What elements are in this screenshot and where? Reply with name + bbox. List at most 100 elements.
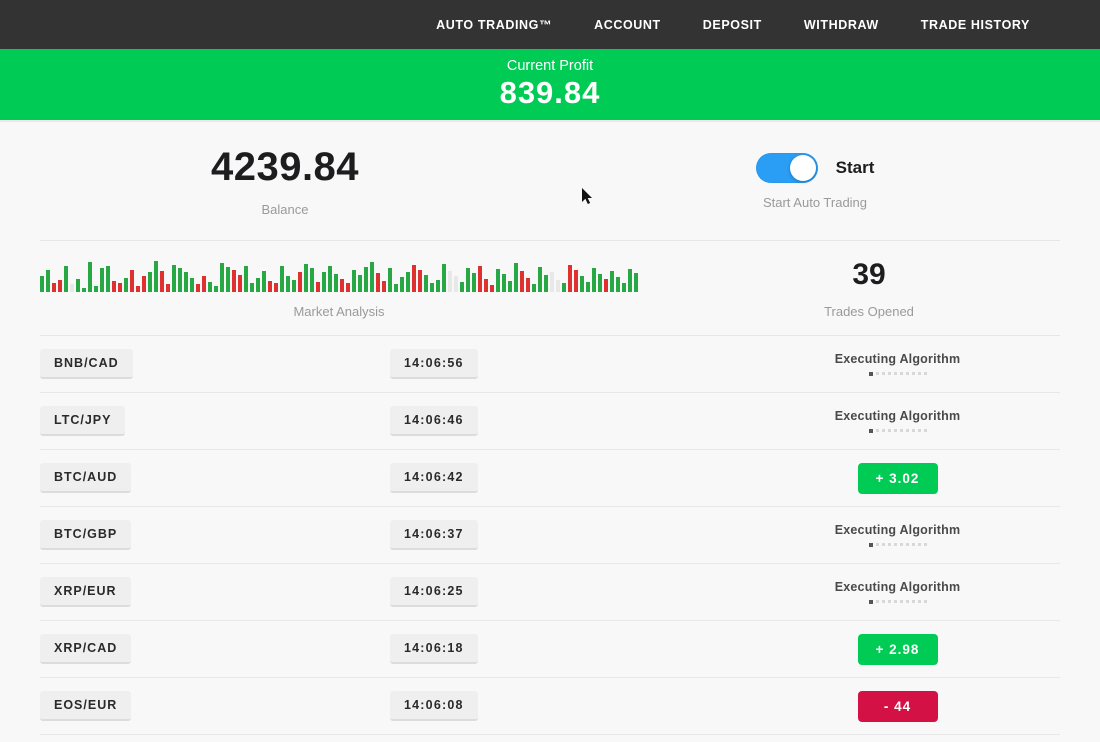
progress-dot — [881, 600, 885, 604]
market-bar — [358, 274, 362, 292]
pair-cell: BTC/AUD — [40, 463, 390, 493]
top-navigation-bar: AUTO TRADING™ ACCOUNT DEPOSIT WITHDRAW TRADE… — [0, 0, 1100, 49]
balance-label: Balance — [261, 202, 309, 217]
market-bar — [508, 280, 512, 292]
pair-cell: BNB/CAD — [40, 349, 390, 379]
progress-dot — [911, 600, 915, 604]
market-bar — [226, 266, 230, 292]
market-bar — [118, 282, 122, 292]
progress-dot — [868, 542, 873, 547]
market-bar — [220, 262, 224, 292]
auto-trading-toggle[interactable] — [755, 152, 818, 183]
market-bar — [610, 270, 614, 292]
market-bar — [454, 275, 458, 292]
profit-badge: + 2.98 — [857, 633, 938, 665]
market-bar — [202, 275, 206, 292]
currency-pair-pill: BTC/AUD — [40, 463, 132, 493]
table-row[interactable]: BTC/GBP 14:06:37 Executing Algorithm — [40, 507, 1060, 564]
progress-dot — [923, 429, 927, 433]
summary-top-section: 4239.84 Balance Start Start Auto Trading — [0, 122, 1100, 240]
progress-dot — [875, 372, 879, 376]
trade-timestamp-pill: 14:06:25 — [390, 577, 478, 607]
market-bar — [502, 273, 506, 292]
market-bar — [466, 267, 470, 292]
table-row[interactable]: LTC/JPY 14:06:46 Executing Algorithm — [40, 393, 1060, 450]
current-profit-banner: Current Profit 839.84 — [0, 49, 1100, 122]
trades-opened-cell: 39 Trades Opened — [678, 241, 1060, 335]
auto-trading-cell: Start Start Auto Trading — [570, 122, 1060, 240]
table-row[interactable]: EOS/EUR 14:06:08 - 44 — [40, 678, 1060, 735]
market-bar — [514, 262, 518, 292]
status-cell: + 2.98 — [735, 633, 1060, 665]
divider-lower — [40, 335, 1060, 336]
market-bar — [586, 281, 590, 292]
progress-dot — [899, 429, 903, 433]
market-bar — [388, 267, 392, 292]
market-bar — [208, 281, 212, 292]
market-bar — [412, 264, 416, 292]
market-bar — [52, 282, 56, 292]
trade-timestamp-pill: 14:06:46 — [390, 406, 478, 436]
progress-dot — [887, 429, 891, 433]
pair-cell: BTC/GBP — [40, 520, 390, 550]
market-bar — [214, 285, 218, 292]
auto-trading-toggle-row: Start — [755, 152, 875, 183]
market-bar — [40, 275, 44, 292]
market-bar — [472, 272, 476, 292]
market-bar — [556, 279, 560, 292]
toggle-state-label: Start — [835, 157, 875, 177]
table-row[interactable]: XRP/CAD 14:06:18 + 2.98 — [40, 621, 1060, 678]
balance-value: 4239.84 — [210, 145, 360, 189]
status-cell: - 44 — [735, 690, 1060, 722]
progress-dot — [875, 429, 879, 433]
market-bar — [520, 270, 524, 292]
market-bar — [154, 260, 158, 292]
auto-trading-caption: Start Auto Trading — [762, 194, 868, 210]
market-bar — [322, 271, 326, 292]
trade-timestamp-pill: 14:06:08 — [390, 691, 478, 721]
progress-dot — [893, 543, 897, 547]
market-bar — [574, 269, 578, 292]
progress-dot — [917, 543, 921, 547]
currency-pair-pill: XRP/EUR — [40, 577, 131, 607]
table-row[interactable]: BNB/CAD 14:06:56 Executing Algorithm — [40, 336, 1060, 393]
market-bar — [232, 269, 236, 292]
market-bar — [190, 277, 194, 292]
nav-auto-trading[interactable]: AUTO TRADING™ — [436, 17, 553, 32]
market-bar — [58, 279, 62, 292]
market-bar — [484, 278, 488, 292]
market-bar — [496, 268, 500, 292]
market-bar — [112, 280, 116, 292]
progress-dot — [905, 372, 909, 376]
trade-timestamp-pill: 14:06:42 — [390, 463, 478, 493]
time-cell: 14:06:08 — [390, 691, 735, 721]
table-row[interactable]: BTC/AUD 14:06:42 + 3.02 — [40, 450, 1060, 507]
progress-dot — [911, 429, 915, 433]
nav-withdraw[interactable]: WITHDRAW — [803, 17, 879, 32]
time-cell: 14:06:37 — [390, 520, 735, 550]
market-bar — [460, 281, 464, 292]
market-bar — [490, 284, 494, 292]
table-row[interactable]: XRP/EUR 14:06:25 Executing Algorithm — [40, 564, 1060, 621]
pair-cell: LTC/JPY — [40, 406, 390, 436]
market-bar — [334, 273, 338, 292]
nav-deposit[interactable]: DEPOSIT — [702, 17, 762, 32]
market-bar — [256, 277, 260, 292]
progress-dots — [868, 599, 927, 604]
progress-dot — [911, 543, 915, 547]
market-bar — [442, 263, 446, 292]
profit-badge: + 3.02 — [857, 462, 938, 494]
status-cell: Executing Algorithm — [735, 523, 1060, 547]
progress-dot — [917, 429, 921, 433]
market-bar — [124, 277, 128, 292]
nav-trade-history[interactable]: TRADE HISTORY — [920, 17, 1030, 32]
market-bar — [292, 279, 296, 292]
market-bar — [346, 282, 350, 292]
nav-account[interactable]: ACCOUNT — [594, 17, 661, 32]
market-bar — [238, 274, 242, 292]
executing-algorithm-label: Executing Algorithm — [834, 580, 961, 595]
time-cell: 14:06:25 — [390, 577, 735, 607]
progress-dots — [868, 371, 927, 376]
market-bar — [622, 282, 626, 292]
market-bar — [130, 269, 134, 292]
